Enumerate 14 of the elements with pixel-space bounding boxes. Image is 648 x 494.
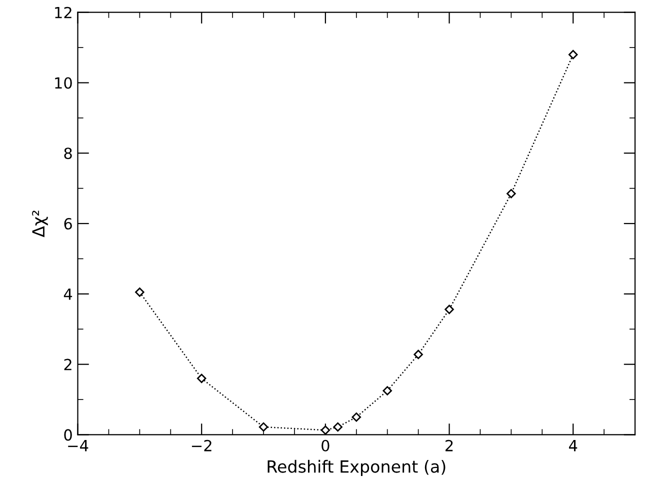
y-tick-label: 0 [64, 429, 72, 441]
y-tick-label: 4 [64, 288, 72, 300]
x-tick-label: 2 [446, 440, 453, 452]
x-tick-label: 4 [569, 440, 578, 452]
y-tick-label: 2 [64, 358, 72, 370]
x-tick-label: −4 [68, 440, 88, 452]
y-tick-label: 8 [64, 148, 72, 160]
y-axis-title: Δχ² [32, 210, 48, 238]
y-tick-label: 12 [55, 6, 72, 18]
y-tick-label: 10 [55, 77, 72, 89]
x-tick-label: 0 [322, 440, 330, 452]
x-tick-label: −2 [192, 440, 212, 452]
x-axis-title: Redshift Exponent (a) [268, 460, 446, 476]
y-tick-label: 6 [64, 218, 72, 230]
